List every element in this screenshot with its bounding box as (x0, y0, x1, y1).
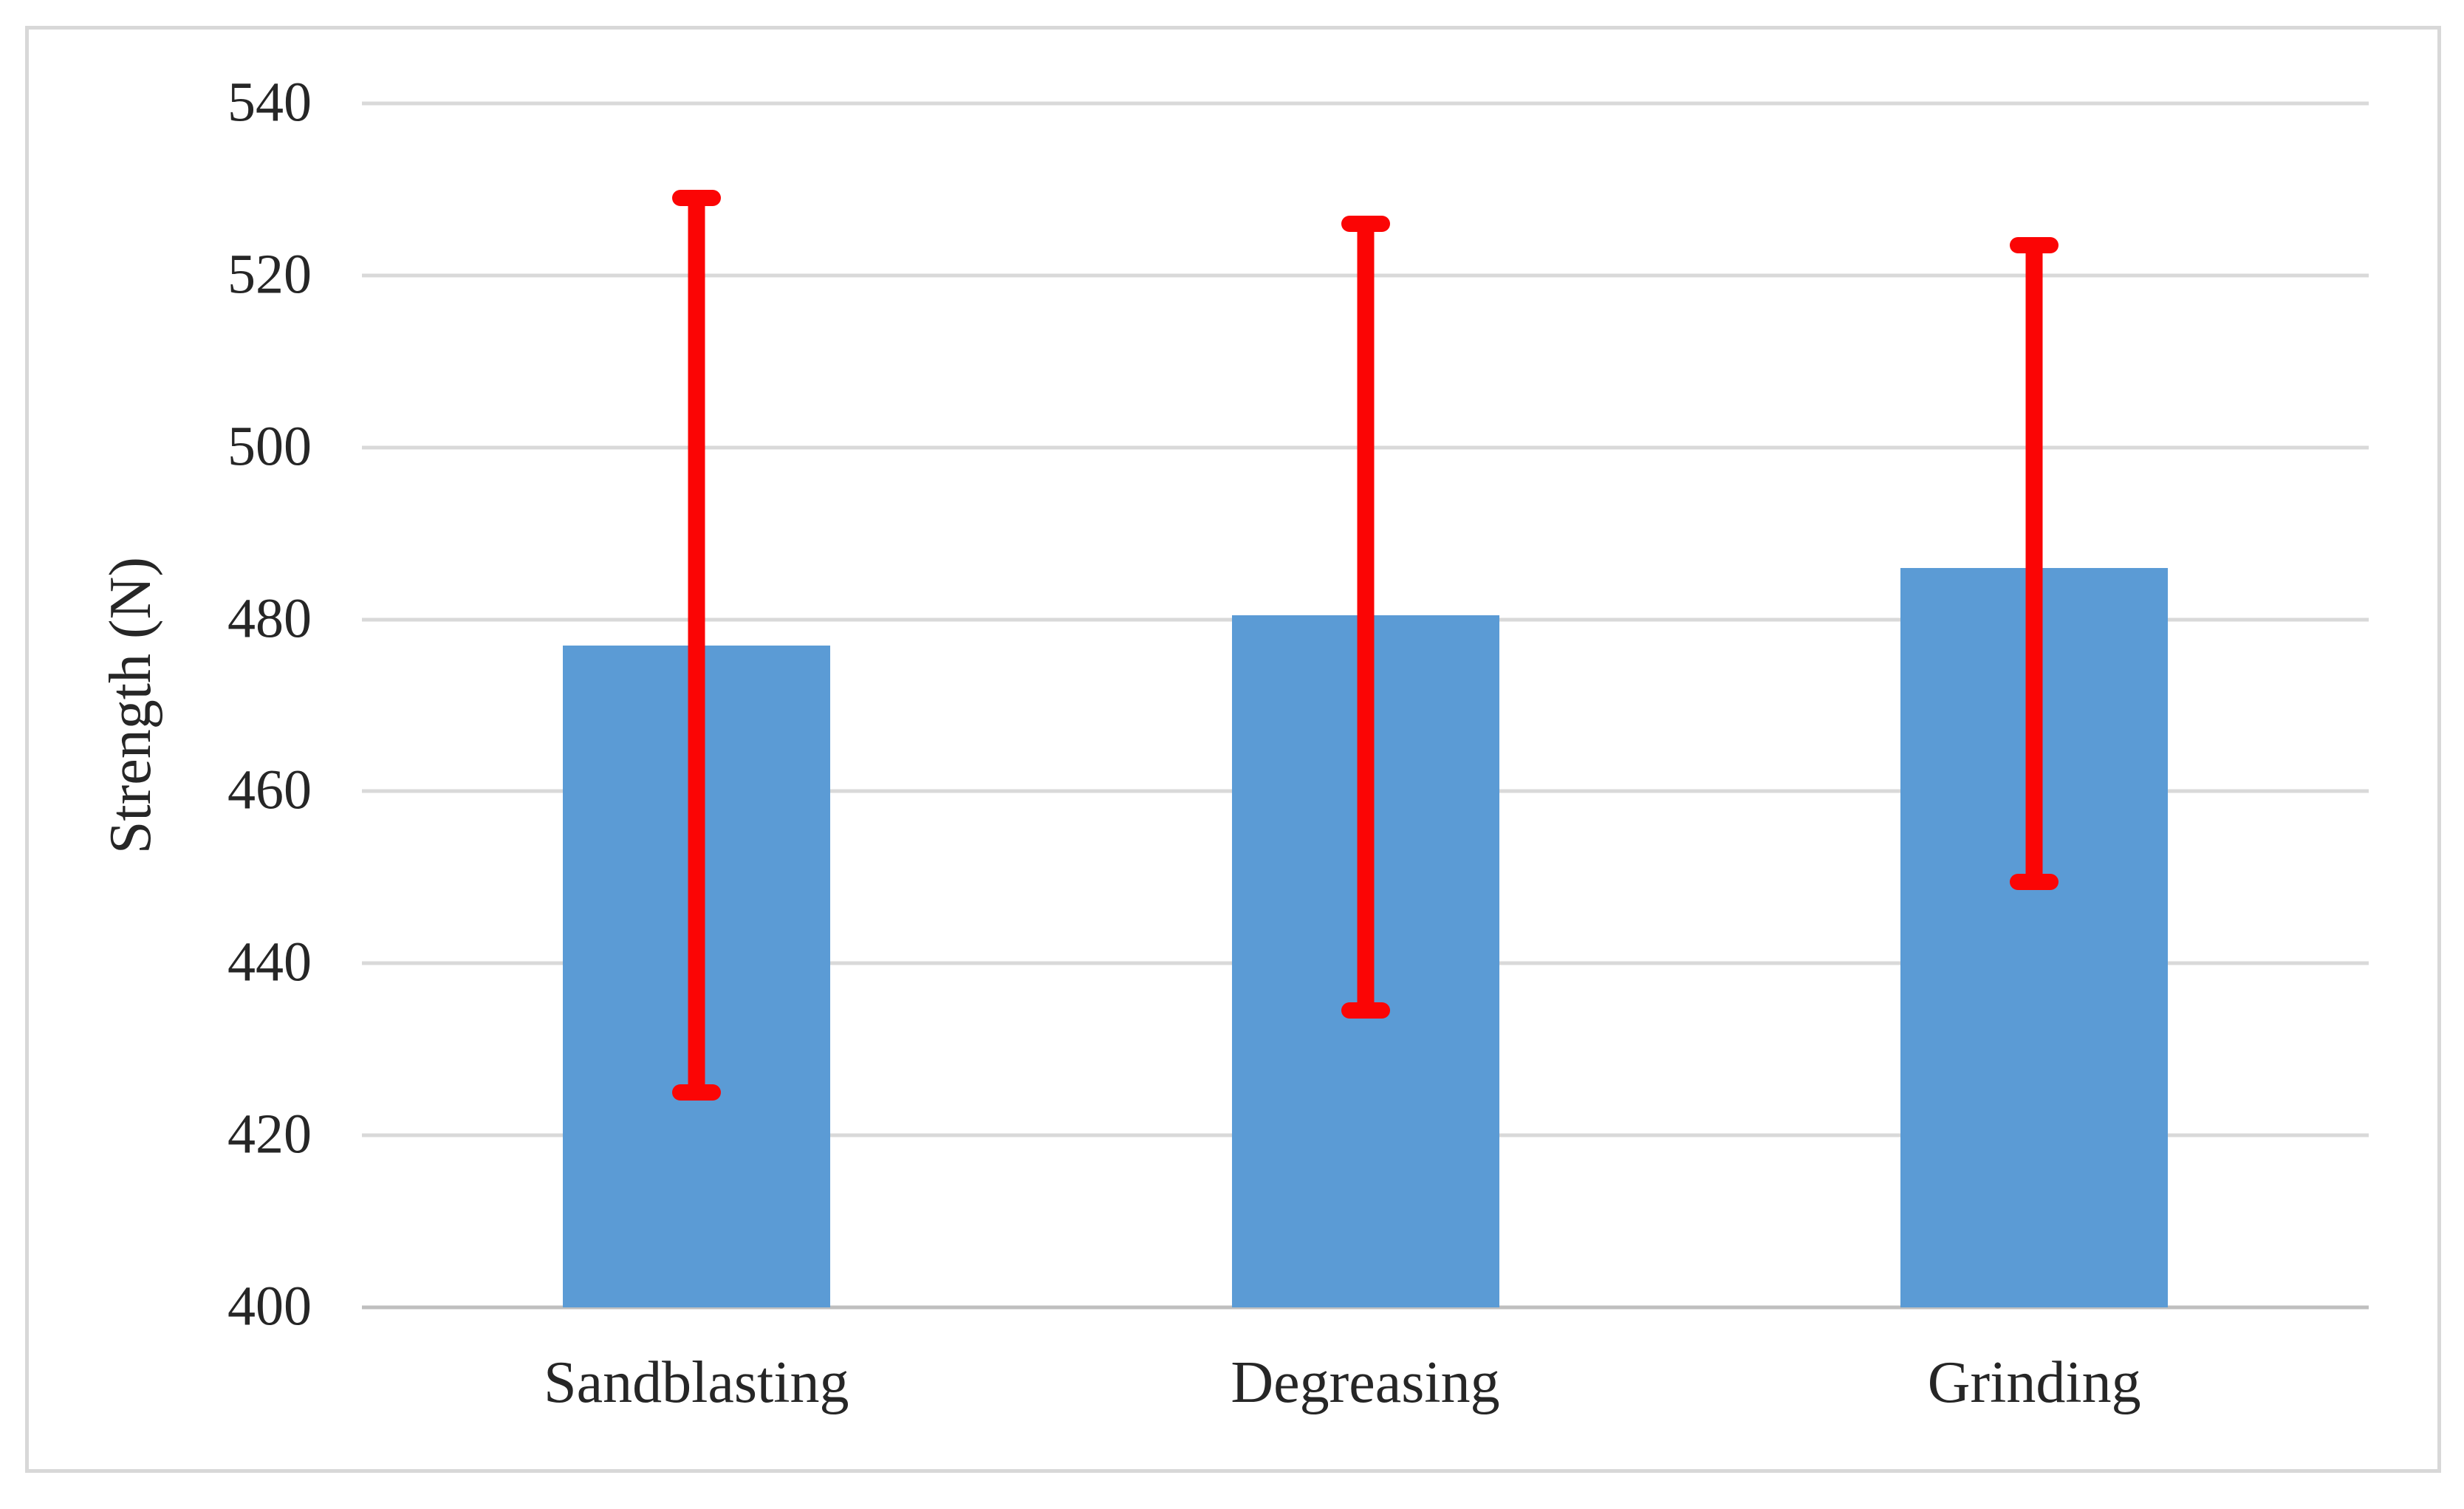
error-bar-line (2025, 245, 2043, 882)
gridline (362, 101, 2369, 106)
y-tick-label: 520 (227, 243, 312, 306)
error-bar-line (1357, 224, 1374, 1011)
y-tick-label: 500 (227, 415, 312, 478)
x-category-label-grinding: Grinding (1927, 1350, 2141, 1415)
x-axis-line (362, 1305, 2369, 1310)
plot-area: 540 520 500 480 460 440 420 400 Sandblasting Degr… (227, 74, 2369, 1412)
chart-border-frame (25, 26, 2441, 1473)
error-bar-cap-top (2010, 237, 2059, 254)
y-tick-label: 400 (227, 1275, 312, 1338)
y-tick-label: 440 (227, 931, 312, 993)
x-category-label-degreasing: Degreasing (1231, 1350, 1500, 1415)
error-bar-line (688, 198, 705, 1092)
error-bar-grinding (2010, 237, 2059, 890)
y-tick-label: 480 (227, 587, 312, 650)
error-bar-degreasing (1341, 216, 1390, 1019)
error-bar-cap-bottom (2010, 873, 2059, 890)
y-tick-label: 540 (227, 71, 312, 134)
y-tick-label: 420 (227, 1103, 312, 1166)
error-bar-cap-bottom (1341, 1002, 1390, 1019)
y-tick-label: 460 (227, 759, 312, 821)
x-category-label-sandblasting: Sandblasting (544, 1350, 849, 1415)
error-bar-cap-top (1341, 216, 1390, 232)
error-bar-cap-bottom (671, 1084, 721, 1101)
y-axis-title: Strength (N) (98, 556, 163, 855)
error-bar-cap-top (671, 190, 721, 207)
error-bar-sandblasting (671, 190, 721, 1101)
